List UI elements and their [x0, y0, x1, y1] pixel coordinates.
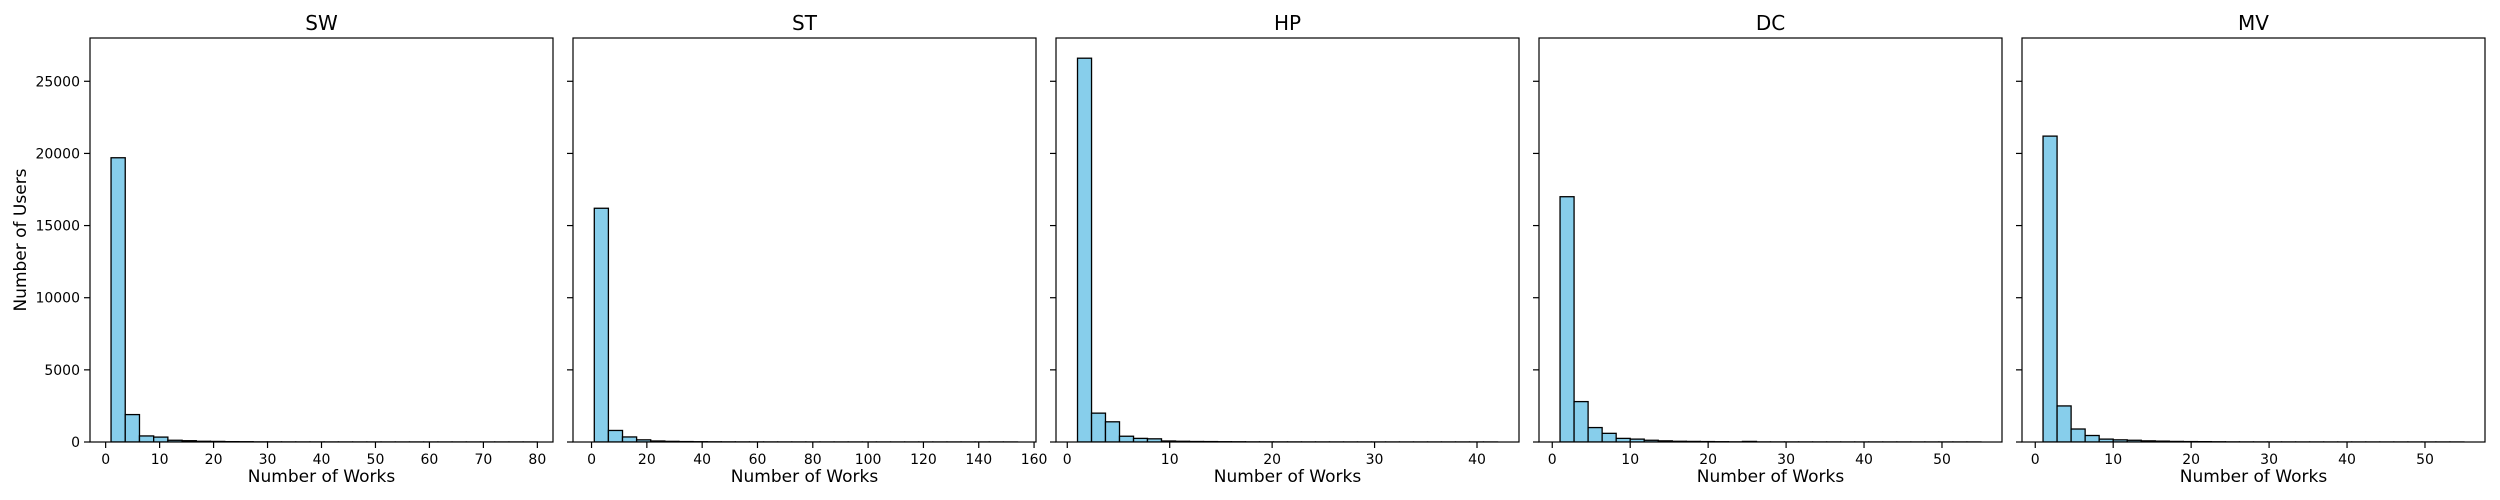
subplot-title-dc: DC — [1756, 11, 1785, 35]
x-tick-label-st-40: 40 — [693, 452, 711, 468]
bar-sw-3 — [153, 436, 169, 442]
x-tick-label-st-100: 100 — [855, 452, 882, 468]
bar-st-1 — [607, 429, 624, 442]
bar-mv-0 — [2042, 135, 2058, 442]
x-tick-label-hp-20: 20 — [1263, 452, 1281, 468]
x-tick-label-mv-40: 40 — [2338, 452, 2356, 468]
bar-sw-1 — [124, 413, 141, 442]
x-tick-label-st-0: 0 — [587, 452, 596, 468]
y-tick-label-sw-25000: 25000 — [35, 74, 80, 90]
x-tick-label-hp-30: 30 — [1366, 452, 1384, 468]
subplot-title-mv: MV — [2238, 11, 2269, 35]
x-tick-label-mv-0: 0 — [2031, 452, 2040, 468]
bar-st-2 — [621, 436, 638, 442]
subplot-sw: 0 10 20 30 40 50 60 70 80 0 5000 10000 15000 20000 250… — [11, 11, 554, 487]
x-axis-label-st: Number of Works — [731, 467, 879, 487]
x-tick-label-dc-10: 10 — [1621, 452, 1639, 468]
x-tick-label-st-160: 160 — [1021, 452, 1048, 468]
y-tick-label-sw-10000: 10000 — [35, 291, 80, 307]
bar-mv-1 — [2056, 405, 2072, 442]
axes-frame-hp — [1055, 37, 1520, 443]
bar-dc-0 — [1559, 196, 1575, 442]
x-tick-label-st-140: 140 — [965, 452, 992, 468]
axes-frame-dc — [1538, 37, 2003, 443]
y-tick-label-sw-15000: 15000 — [35, 219, 80, 235]
x-tick-label-sw-60: 60 — [421, 452, 439, 468]
bar-dc-2 — [1587, 426, 1603, 442]
x-tick-label-hp-0: 0 — [1063, 452, 1072, 468]
y-tick-label-sw-5000: 5000 — [44, 363, 80, 379]
x-tick-label-hp-40: 40 — [1468, 452, 1486, 468]
subplot-title-hp: HP — [1274, 11, 1301, 35]
x-tick-label-st-20: 20 — [638, 452, 656, 468]
y-axis-label-sw: Number of Users — [11, 168, 31, 311]
y-tick-label-sw-0: 0 — [71, 435, 80, 451]
x-axis-label-mv: Number of Works — [2180, 467, 2328, 487]
x-tick-label-sw-70: 70 — [474, 452, 492, 468]
x-tick-label-mv-30: 30 — [2260, 452, 2278, 468]
subplot-dc: 0 10 20 30 40 50 DC Number of Works — [1533, 11, 2003, 487]
x-tick-label-sw-80: 80 — [528, 452, 546, 468]
y-tick-label-sw-20000: 20000 — [35, 146, 80, 162]
x-tick-label-st-60: 60 — [749, 452, 767, 468]
x-tick-label-sw-40: 40 — [313, 452, 331, 468]
x-tick-label-st-80: 80 — [804, 452, 822, 468]
bar-sw-0 — [110, 157, 126, 442]
x-tick-label-dc-30: 30 — [1777, 452, 1795, 468]
x-tick-label-sw-30: 30 — [259, 452, 277, 468]
subplot-hp: 0 10 20 30 40 HP Number of Works — [1050, 11, 1520, 487]
bar-mv-2 — [2070, 428, 2086, 442]
x-tick-label-sw-50: 50 — [367, 452, 385, 468]
x-tick-label-mv-10: 10 — [2104, 452, 2122, 468]
bar-hp-3 — [1118, 435, 1135, 442]
axes-frame-mv — [2021, 37, 2486, 443]
subplot-title-sw: SW — [305, 11, 338, 35]
bar-mv-3 — [2084, 434, 2100, 442]
bar-dc-1 — [1573, 400, 1589, 442]
bar-hp-0 — [1076, 57, 1093, 442]
bar-hp-1 — [1090, 412, 1107, 442]
x-tick-label-sw-20: 20 — [205, 452, 223, 468]
x-tick-label-st-120: 120 — [910, 452, 937, 468]
bar-st-0 — [593, 207, 610, 442]
bar-dc-3 — [1601, 432, 1617, 442]
bar-hp-2 — [1104, 421, 1121, 442]
x-axis-label-hp: Number of Works — [1214, 467, 1362, 487]
subplot-st: 0 20 40 60 80 100 120 140 160 ST Number of Works — [567, 11, 1047, 487]
x-axis-label-sw: Number of Works — [248, 467, 396, 487]
x-tick-label-dc-50: 50 — [1933, 452, 1951, 468]
x-tick-label-mv-50: 50 — [2416, 452, 2434, 468]
subplot-title-st: ST — [792, 11, 818, 35]
x-tick-label-dc-20: 20 — [1699, 452, 1717, 468]
x-tick-label-dc-0: 0 — [1548, 452, 1557, 468]
x-tick-label-dc-40: 40 — [1855, 452, 1873, 468]
axes-frame-st — [572, 37, 1037, 443]
subplot-mv: 0 10 20 30 40 50 MV Number of Works — [2016, 11, 2486, 487]
x-tick-label-sw-0: 0 — [101, 452, 110, 468]
x-tick-label-hp-10: 10 — [1161, 452, 1179, 468]
x-tick-label-sw-10: 10 — [151, 452, 169, 468]
x-tick-label-mv-20: 20 — [2182, 452, 2200, 468]
x-axis-label-dc: Number of Works — [1697, 467, 1845, 487]
bar-sw-2 — [138, 435, 155, 442]
